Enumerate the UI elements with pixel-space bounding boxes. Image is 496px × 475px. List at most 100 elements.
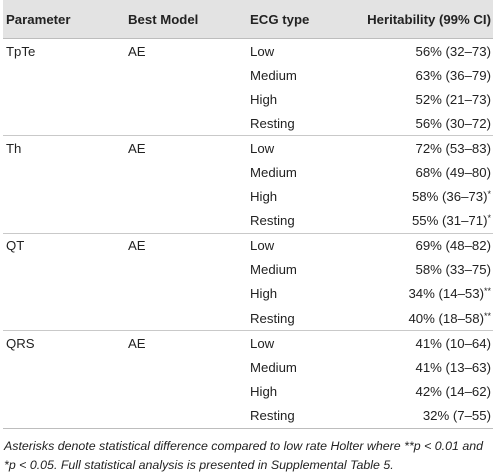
heritability-value: 40% (18–58) — [408, 310, 484, 326]
table-header: Parameter Best Model ECG type Heritabili… — [3, 0, 493, 39]
heritability-value: 56% (30–72) — [415, 115, 491, 131]
cell-parameter — [3, 185, 128, 209]
cell-ecg-type: High — [250, 286, 278, 302]
cell-best-model — [128, 111, 250, 136]
cell-best-model: AE — [128, 38, 250, 64]
heritability-value: 69% (48–82) — [415, 238, 491, 254]
cell-best-model — [128, 258, 250, 282]
cell-best-model — [128, 355, 250, 379]
heritability-value: 63% (36–79) — [415, 67, 491, 83]
significance-marker: * — [487, 189, 491, 200]
table-row: Resting 40% (18–58)** — [3, 306, 493, 331]
cell-best-model — [128, 63, 250, 87]
cell-ecg-type: Resting — [250, 403, 366, 429]
heritability-value: 41% (13–63) — [415, 359, 491, 375]
table-row: High 52% (21–73) — [3, 87, 493, 111]
header-parameter: Parameter — [3, 0, 128, 39]
cell-ecg-type: High — [250, 383, 278, 399]
cell-heritability: 56% (32–73) — [366, 38, 493, 64]
cell-best-model — [128, 185, 250, 209]
cell-heritability: 42% (14–62) — [366, 379, 493, 403]
heritability-value: 58% (33–75) — [415, 262, 491, 278]
significance-marker: ** — [483, 286, 491, 297]
cell-ecg-type: Medium — [250, 262, 297, 278]
cell-ecg-type: Low — [250, 330, 366, 356]
cell-parameter — [3, 379, 128, 403]
heritability-value: 68% (49–80) — [415, 165, 491, 181]
header-best-model: Best Model — [128, 0, 250, 39]
table-footnote: Asterisks denote statistical difference … — [4, 438, 484, 472]
cell-parameter — [3, 160, 128, 184]
significance-marker: ** — [483, 310, 491, 321]
cell-best-model — [128, 403, 250, 429]
cell-heritability: 72% (53–83) — [366, 135, 493, 161]
cell-parameter — [3, 209, 128, 234]
cell-ecg-type: Low — [250, 232, 366, 258]
cell-heritability: 32% (7–55) — [366, 403, 493, 429]
cell-parameter — [3, 282, 128, 306]
cell-ecg-type: Low — [250, 135, 366, 161]
cell-heritability: 63% (36–79) — [366, 63, 493, 87]
cell-parameter — [3, 111, 128, 136]
heritability-table: Parameter Best Model ECG type Heritabili… — [3, 0, 493, 429]
cell-ecg-type: Resting — [250, 213, 295, 229]
cell-heritability: 58% (36–73)* — [366, 185, 493, 209]
table-row: Resting 56% (30–72) — [3, 111, 493, 136]
cell-heritability: 68% (49–80) — [366, 160, 493, 184]
cell-heritability: 40% (18–58)** — [366, 306, 493, 331]
cell-parameter — [3, 258, 128, 282]
cell-best-model — [128, 160, 250, 184]
heritability-value: 42% (14–62) — [415, 383, 491, 399]
header-ecg-type: ECG type — [250, 0, 366, 39]
cell-parameter — [3, 306, 128, 331]
heritability-value: 32% (7–55) — [422, 407, 491, 423]
table-row: TpTe AE Low 56% (32–73) — [3, 38, 493, 64]
heritability-value: 55% (31–71) — [411, 213, 488, 229]
significance-marker: * — [487, 213, 491, 224]
table-row: Medium 63% (36–79) — [3, 63, 493, 87]
cell-parameter — [3, 63, 128, 87]
heritability-value: 52% (21–73) — [415, 91, 491, 107]
cell-heritability: 41% (10–64) — [366, 330, 493, 356]
header-row: Parameter Best Model ECG type Heritabili… — [3, 0, 493, 39]
cell-best-model — [128, 282, 250, 306]
cell-ecg-type: High — [250, 189, 278, 205]
heritability-value: 41% (10–64) — [415, 335, 491, 351]
table-row: High 58% (36–73)* — [3, 185, 493, 209]
table-row: Resting 55% (31–71)* — [3, 209, 493, 234]
cell-heritability: 41% (13–63) — [366, 355, 493, 379]
cell-heritability: 56% (30–72) — [366, 111, 493, 136]
cell-parameter — [3, 87, 128, 111]
cell-heritability: 52% (21–73) — [366, 87, 493, 111]
heritability-value: 58% (36–73) — [411, 189, 488, 205]
cell-heritability: 69% (48–82) — [366, 232, 493, 258]
cell-parameter: TpTe — [3, 38, 128, 64]
cell-heritability: 55% (31–71)* — [366, 209, 493, 234]
table-row: Th AE Low 72% (53–83) — [3, 135, 493, 161]
table-row: QT AE Low 69% (48–82) — [3, 232, 493, 258]
table-row: Medium 41% (13–63) — [3, 355, 493, 379]
cell-ecg-type: Medium — [250, 165, 297, 181]
table-row: High 34% (14–53)** — [3, 282, 493, 306]
cell-best-model: AE — [128, 135, 250, 161]
cell-parameter: QT — [3, 232, 128, 258]
header-heritability: Heritability (99% CI) — [366, 0, 493, 39]
cell-ecg-type: Resting — [250, 115, 295, 131]
heritability-value: 72% (53–83) — [415, 140, 491, 156]
cell-ecg-type: Resting — [250, 310, 295, 326]
cell-ecg-type: Low — [250, 38, 366, 64]
cell-heritability: 58% (33–75) — [366, 258, 493, 282]
table-row: Medium 58% (33–75) — [3, 258, 493, 282]
cell-parameter: QRS — [3, 330, 128, 356]
cell-best-model: AE — [128, 232, 250, 258]
table-row: Resting 32% (7–55) — [3, 403, 493, 429]
table-row: Medium 68% (49–80) — [3, 160, 493, 184]
cell-ecg-type: Medium — [250, 67, 297, 83]
cell-ecg-type: Medium — [250, 359, 297, 375]
heritability-value: 56% (32–73) — [415, 43, 491, 59]
cell-parameter: Th — [3, 135, 128, 161]
cell-ecg-type: High — [250, 91, 278, 107]
cell-parameter — [3, 403, 128, 429]
cell-best-model: AE — [128, 330, 250, 356]
